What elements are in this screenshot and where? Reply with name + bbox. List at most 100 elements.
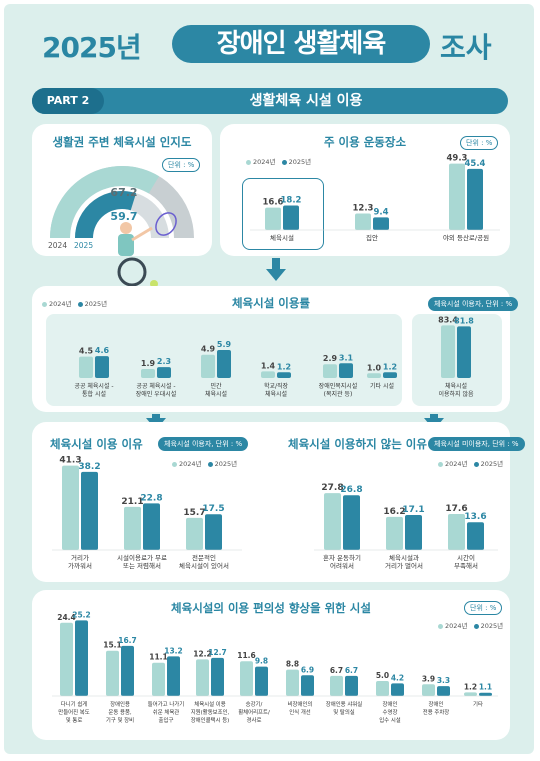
convenience-unit: 단위 : % xyxy=(464,601,503,615)
bar-2024 xyxy=(367,373,381,378)
bar-value-label: 3.3 xyxy=(437,676,450,685)
category-label: 체육시설 xyxy=(265,390,287,398)
athlete-arm xyxy=(131,226,153,242)
category-label: 만들어진 복도 xyxy=(58,708,90,716)
racket-icon xyxy=(155,212,177,236)
bar-value-label: 6.9 xyxy=(301,665,314,674)
bar-value-label: 9.4 xyxy=(373,207,388,217)
category-label: 거리가 xyxy=(71,553,89,562)
bar-value-label: 38.2 xyxy=(78,462,100,472)
category-label: 집안 xyxy=(366,233,378,242)
category-label: 공공 체육시설 - xyxy=(136,382,175,390)
awareness-title: 생활권 주변 체육시설 인지도 xyxy=(52,135,192,149)
bar-value-label: 21.1 xyxy=(121,497,143,507)
arrow-stem-1 xyxy=(272,258,280,270)
bar-2025 xyxy=(217,349,231,378)
bar-2024 xyxy=(355,213,371,230)
bar-2024 xyxy=(464,692,477,696)
category-label: 이용하지 않음 xyxy=(438,390,474,398)
category-label: 기구 및 장비 xyxy=(106,716,134,724)
category-label: 또는 저렴해서 xyxy=(123,561,161,570)
legend-prev-label: 2024년 xyxy=(179,460,202,468)
usage-unit: 체육시설 이용자, 단위 : % xyxy=(428,297,519,311)
bar-2025 xyxy=(391,683,404,696)
athlete-head xyxy=(120,222,132,234)
bar-value-label: 45.4 xyxy=(465,159,486,169)
category-label: 경사로 xyxy=(247,716,262,724)
legend-curr-label: 2025년 xyxy=(84,300,108,308)
bar-2025 xyxy=(157,367,171,378)
category-label: 전문적인 xyxy=(192,553,216,562)
bar-value-label: 27.8 xyxy=(321,483,343,493)
bar-value-label: 3.9 xyxy=(422,674,435,683)
bar-2025 xyxy=(143,503,160,550)
category-label: 승강기/ xyxy=(246,700,263,708)
bar-2025 xyxy=(467,522,484,550)
category-label: 체육시설 xyxy=(205,390,227,398)
use-reason-unit: 체육시설 이용자, 단위 : % xyxy=(158,437,249,451)
category-label: 장애인용 샤워실 xyxy=(326,700,362,708)
convenience-card: 체육시설의 이용 편의성 향상을 위한 시설 단위 : % 2024년 2025… xyxy=(32,590,510,740)
category-label: 운동 용품, xyxy=(108,709,132,716)
category-label: 야외 등산로/공원 xyxy=(443,233,489,242)
bar-2025 xyxy=(81,471,98,550)
category-label: 공공 체육시설 - xyxy=(74,382,113,390)
bar-value-label: 13.2 xyxy=(164,646,183,655)
title-row: 2025년 장애인 생활체육 조사 xyxy=(4,22,534,72)
bar-value-label: 6.7 xyxy=(345,666,358,675)
legend-prev-label: 2024년 xyxy=(49,300,72,308)
bar-2025 xyxy=(75,620,88,696)
category-label: (복지관 등) xyxy=(324,390,353,398)
bar-value-label: 25.2 xyxy=(72,610,91,619)
bar-value-label: 1.2 xyxy=(383,362,397,371)
legend-prev-label: 2024년 xyxy=(253,158,276,166)
category-label: 인식 개선 xyxy=(289,708,311,716)
place-chart: 16.618.2 체육시설 12.3 9.4 집안 49.345.4 야외 등산로/공원 xyxy=(250,154,500,242)
awareness-card: 생활권 주변 체육시설 인지도 단위 : % 67.2 59.7 2024 2025 xyxy=(32,124,212,288)
bar-2024 xyxy=(449,163,465,230)
bar-value-label: 17.6 xyxy=(445,504,467,514)
nonuse-reason-legend: 2024년 2025년 xyxy=(438,458,503,468)
category-label: 어려워서 xyxy=(330,561,354,570)
bar-value-label: 12.7 xyxy=(208,648,227,657)
bar-value-label: 17.5 xyxy=(202,504,224,514)
bar-value-label: 1.2 xyxy=(277,362,291,371)
category-label: 수영장 xyxy=(383,708,398,716)
legend-curr-label: 2025년 xyxy=(480,622,504,630)
gauge-arc-2024 xyxy=(50,166,160,239)
legend-curr-dot xyxy=(281,159,287,165)
bar-value-label: 1.4 xyxy=(261,361,276,370)
bar-2025 xyxy=(211,657,224,696)
category-label: 체육시설 xyxy=(445,382,467,390)
category-label: 지원(활동보조인, xyxy=(191,708,230,716)
category-label: 장애인 xyxy=(383,700,398,708)
title-suffix: 조사 xyxy=(440,31,492,64)
category-label: 다니기 쉽게 xyxy=(61,700,88,708)
bar-value-label: 11.1 xyxy=(149,653,168,662)
legend-prev-dot xyxy=(438,623,443,629)
bar-2024 xyxy=(141,368,155,378)
bar-2024 xyxy=(448,514,465,550)
bar-value-label: 5.0 xyxy=(376,671,389,680)
bar-2025 xyxy=(437,686,450,696)
awareness-gauge: 67.2 59.7 2024 2025 xyxy=(48,166,194,288)
place-unit: 단위 : % xyxy=(460,136,499,150)
bar-value-label: 13.6 xyxy=(464,512,486,522)
legend-curr-dot xyxy=(473,461,479,467)
category-label: 휠체어리프트/ xyxy=(238,708,270,716)
category-label: 통합 시설 xyxy=(82,390,106,398)
category-label: 체육시설 이용 xyxy=(194,700,226,708)
bar-2025 xyxy=(167,656,180,696)
bar-2024 xyxy=(286,669,299,696)
legend-prev-dot xyxy=(246,159,251,165)
title-year: 2025년 xyxy=(42,31,142,64)
category-label: 체육시설이 있어서 xyxy=(179,561,229,570)
part-title: 생활체육 시설 이용 xyxy=(249,93,363,109)
legend-prev-dot xyxy=(438,461,443,467)
part-bar: PART 2 생활체육 시설 이용 xyxy=(32,88,508,114)
legend-curr-dot xyxy=(207,461,213,467)
bar-2024 xyxy=(386,516,403,550)
gauge-label-2025: 2025 xyxy=(74,241,93,250)
